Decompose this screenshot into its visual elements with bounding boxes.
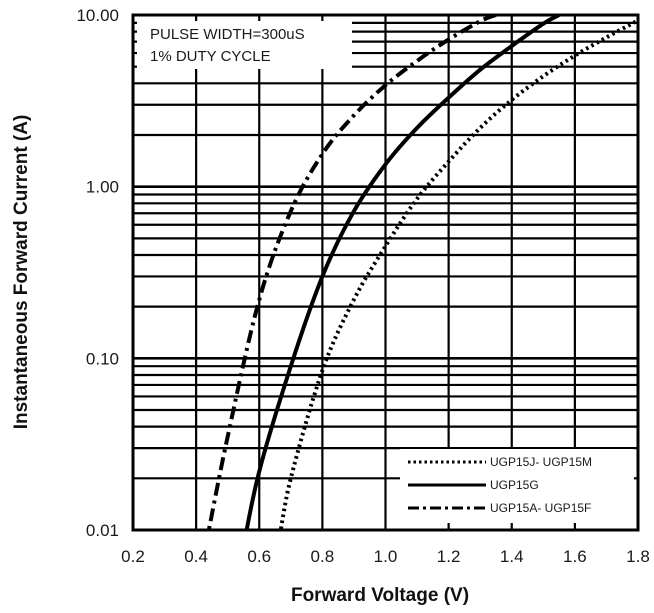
- x-tick-label: 1.4: [500, 547, 524, 566]
- y-tick-label: 0.01: [86, 521, 119, 540]
- x-tick-label: 0.8: [311, 547, 335, 566]
- x-axis-title: Forward Voltage (V): [291, 585, 469, 606]
- legend-label: UGP15G: [490, 478, 539, 492]
- legend: UGP15J- UGP15M UGP15G UGP15A- UGP15F: [400, 449, 634, 523]
- x-tick-label: 1.2: [437, 547, 461, 566]
- x-tick-label: 0.4: [184, 547, 208, 566]
- x-tick-label: 1.0: [374, 547, 398, 566]
- series-line-2: [244, 15, 561, 530]
- x-tick-label: 0.2: [121, 547, 145, 566]
- legend-label: UGP15A- UGP15F: [490, 501, 591, 515]
- y-tick-label: 0.10: [86, 349, 119, 368]
- y-tick-label: 10.00: [76, 6, 119, 25]
- x-tick-labels: 0.2 0.4 0.6 0.8 1.0 1.2 1.4 1.6 1.8: [121, 547, 650, 566]
- x-tick-label: 1.6: [563, 547, 587, 566]
- series-line-3: [206, 15, 497, 530]
- x-tick-label: 1.8: [626, 547, 650, 566]
- y-tick-labels: 0.01 0.10 1.00 10.00: [76, 6, 119, 540]
- annotation-duty-cycle: 1% DUTY CYCLE: [150, 48, 271, 65]
- y-tick-label: 1.00: [86, 178, 119, 197]
- legend-label: UGP15J- UGP15M: [490, 455, 592, 469]
- annotation-box: PULSE WIDTH=300uS 1% DUTY CYCLE: [137, 21, 352, 69]
- annotation-pulse-width: PULSE WIDTH=300uS: [150, 26, 305, 43]
- series-layer: [206, 15, 638, 530]
- plot-frame: [131, 13, 640, 532]
- y-axis-title: Instantaneous Forward Current (A): [11, 115, 32, 430]
- x-tick-label: 0.6: [247, 547, 271, 566]
